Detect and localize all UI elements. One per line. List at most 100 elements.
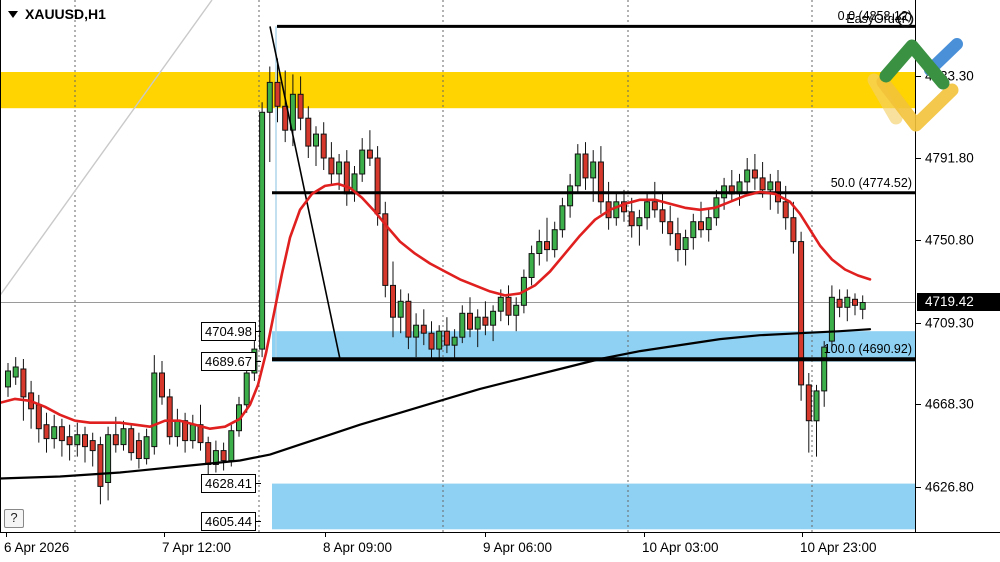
price-axis[interactable]: 4833.30 4791.80 4750.80 4709.30 4668.30 4626.… [915, 0, 1000, 532]
price-axis-tick [916, 486, 921, 488]
candle-body [58, 426, 65, 442]
candle-body [451, 336, 458, 346]
candle-body [836, 298, 843, 308]
symbol-text: XAUUSD,H1 [25, 6, 106, 22]
candle-body [66, 436, 73, 446]
candle-body [159, 372, 165, 398]
candle-body [551, 229, 558, 251]
candle-body [628, 211, 635, 227]
candle-body [289, 93, 296, 131]
candle-body [490, 310, 497, 326]
candle-body [120, 428, 127, 446]
candle-body [436, 330, 443, 350]
candle-body [51, 426, 58, 440]
candle-body [474, 316, 481, 330]
price-axis-tick [916, 75, 921, 77]
time-axis-tick [802, 533, 803, 537]
time-axis-tick [6, 533, 7, 537]
time-axis[interactable]: 6 Apr 2026 7 Apr 12:00 8 Apr 09:00 9 Apr 06… [0, 532, 1000, 562]
candle-body [482, 316, 489, 326]
price-axis-label: 4750.80 [925, 232, 974, 248]
candle-body [413, 324, 420, 338]
candle-body [135, 440, 142, 460]
fast-moving-average[interactable] [0, 182, 872, 431]
candle-body [328, 157, 335, 175]
price-axis-tick [916, 240, 921, 242]
candle-body [282, 105, 289, 131]
candle-body [43, 424, 50, 440]
candle-body [443, 330, 450, 346]
candle-body [544, 241, 550, 251]
candle-body [659, 209, 666, 223]
gray-trendline[interactable] [0, 0, 213, 296]
time-axis-label: 10 Apr 03:00 [642, 540, 719, 555]
candle-body [613, 201, 620, 219]
candle-body [859, 302, 866, 310]
candle-body [89, 440, 96, 452]
symbol-timeframe-label[interactable]: XAUUSD,H1 [8, 6, 106, 22]
blue-support-zone-upper [272, 331, 915, 362]
candle-body [667, 221, 674, 235]
fib-anchor-trendline[interactable] [269, 26, 341, 360]
candle-body [559, 205, 566, 231]
candle-body [651, 201, 658, 211]
slow-moving-average[interactable] [0, 328, 872, 480]
price-axis-label: 4668.30 [925, 396, 974, 412]
candle-body [567, 185, 574, 207]
candle-body [705, 217, 712, 231]
candle-body [359, 149, 366, 175]
fib-level-label: 50.0 (4774.52) [830, 175, 912, 190]
candle-body [590, 161, 597, 179]
candle-body [259, 111, 266, 350]
time-axis-label: 9 Apr 06:00 [483, 540, 553, 555]
candle-body [698, 221, 704, 231]
time-axis-label: 7 Apr 12:00 [162, 540, 232, 555]
candle-body [266, 81, 273, 113]
candle-body [582, 153, 589, 179]
candle-body [459, 312, 466, 338]
candle-body [690, 221, 697, 239]
clock-icon [897, 11, 914, 28]
candle-body [821, 346, 828, 392]
candle-body [813, 390, 820, 422]
candle-body [844, 296, 851, 308]
easyorder-watermark-label: EasyOrder [846, 12, 906, 26]
candle-body [205, 442, 212, 466]
candle-body [798, 241, 805, 386]
candle-body [274, 81, 281, 107]
candle-body [182, 420, 189, 442]
fib-level-label: 100.0 (4690.92) [823, 342, 912, 357]
candle-body [397, 300, 404, 318]
blue-support-zone-lower [272, 483, 915, 530]
candlestick-chart-area[interactable] [0, 0, 915, 532]
candle-body [674, 233, 681, 251]
candle-body [105, 434, 112, 484]
candle-body [297, 93, 304, 119]
fib-level-label: 0.0 (4858.12) [837, 9, 912, 24]
candle-body [682, 237, 689, 251]
candle-body [35, 404, 42, 430]
zone-price-label: 4628.41 [201, 474, 261, 494]
candle-body [621, 201, 627, 213]
candle-body [390, 284, 396, 318]
candle-body [497, 296, 504, 312]
candle-body [189, 424, 196, 442]
chevron-down-icon [8, 10, 18, 18]
candle-body [828, 296, 835, 342]
price-axis-label: 4709.30 [925, 315, 974, 331]
candle-body [644, 201, 651, 219]
candle-body [467, 312, 473, 330]
candle-body [212, 450, 219, 466]
candle-body [759, 177, 766, 191]
candle-body [143, 436, 150, 460]
candle-body [97, 444, 104, 487]
candle-body [12, 366, 19, 378]
yellow-supply-zone [0, 72, 915, 109]
candle-body [305, 117, 312, 147]
zone-price-label: 4605.44 [201, 511, 261, 531]
candle-body [220, 450, 227, 462]
candle-body [382, 213, 389, 286]
candle-body [405, 300, 412, 338]
help-button[interactable]: ? [4, 509, 24, 528]
time-axis-tick [164, 533, 165, 537]
